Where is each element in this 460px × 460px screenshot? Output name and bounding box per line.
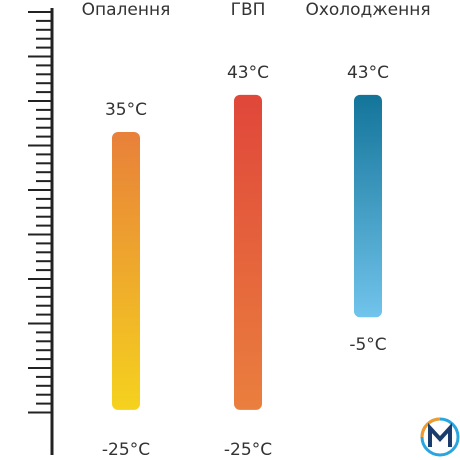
ruler: [28, 11, 52, 414]
category-label: Опалення: [82, 0, 171, 20]
low-label: -25°C: [102, 440, 150, 460]
logo-m: [428, 422, 452, 447]
high-label: 35°C: [105, 100, 147, 120]
low-label: -25°C: [224, 440, 272, 460]
logo-arc: [420, 417, 441, 438]
range-bar: [354, 94, 382, 318]
logo: [420, 417, 460, 457]
range-bar: [234, 94, 262, 410]
category-label: Охолодження: [305, 0, 430, 20]
range-bar: [112, 131, 140, 410]
high-label: 43°C: [227, 63, 269, 83]
high-label: 43°C: [347, 63, 389, 83]
low-label: -5°C: [349, 335, 386, 355]
category-label: ГВП: [231, 0, 266, 20]
